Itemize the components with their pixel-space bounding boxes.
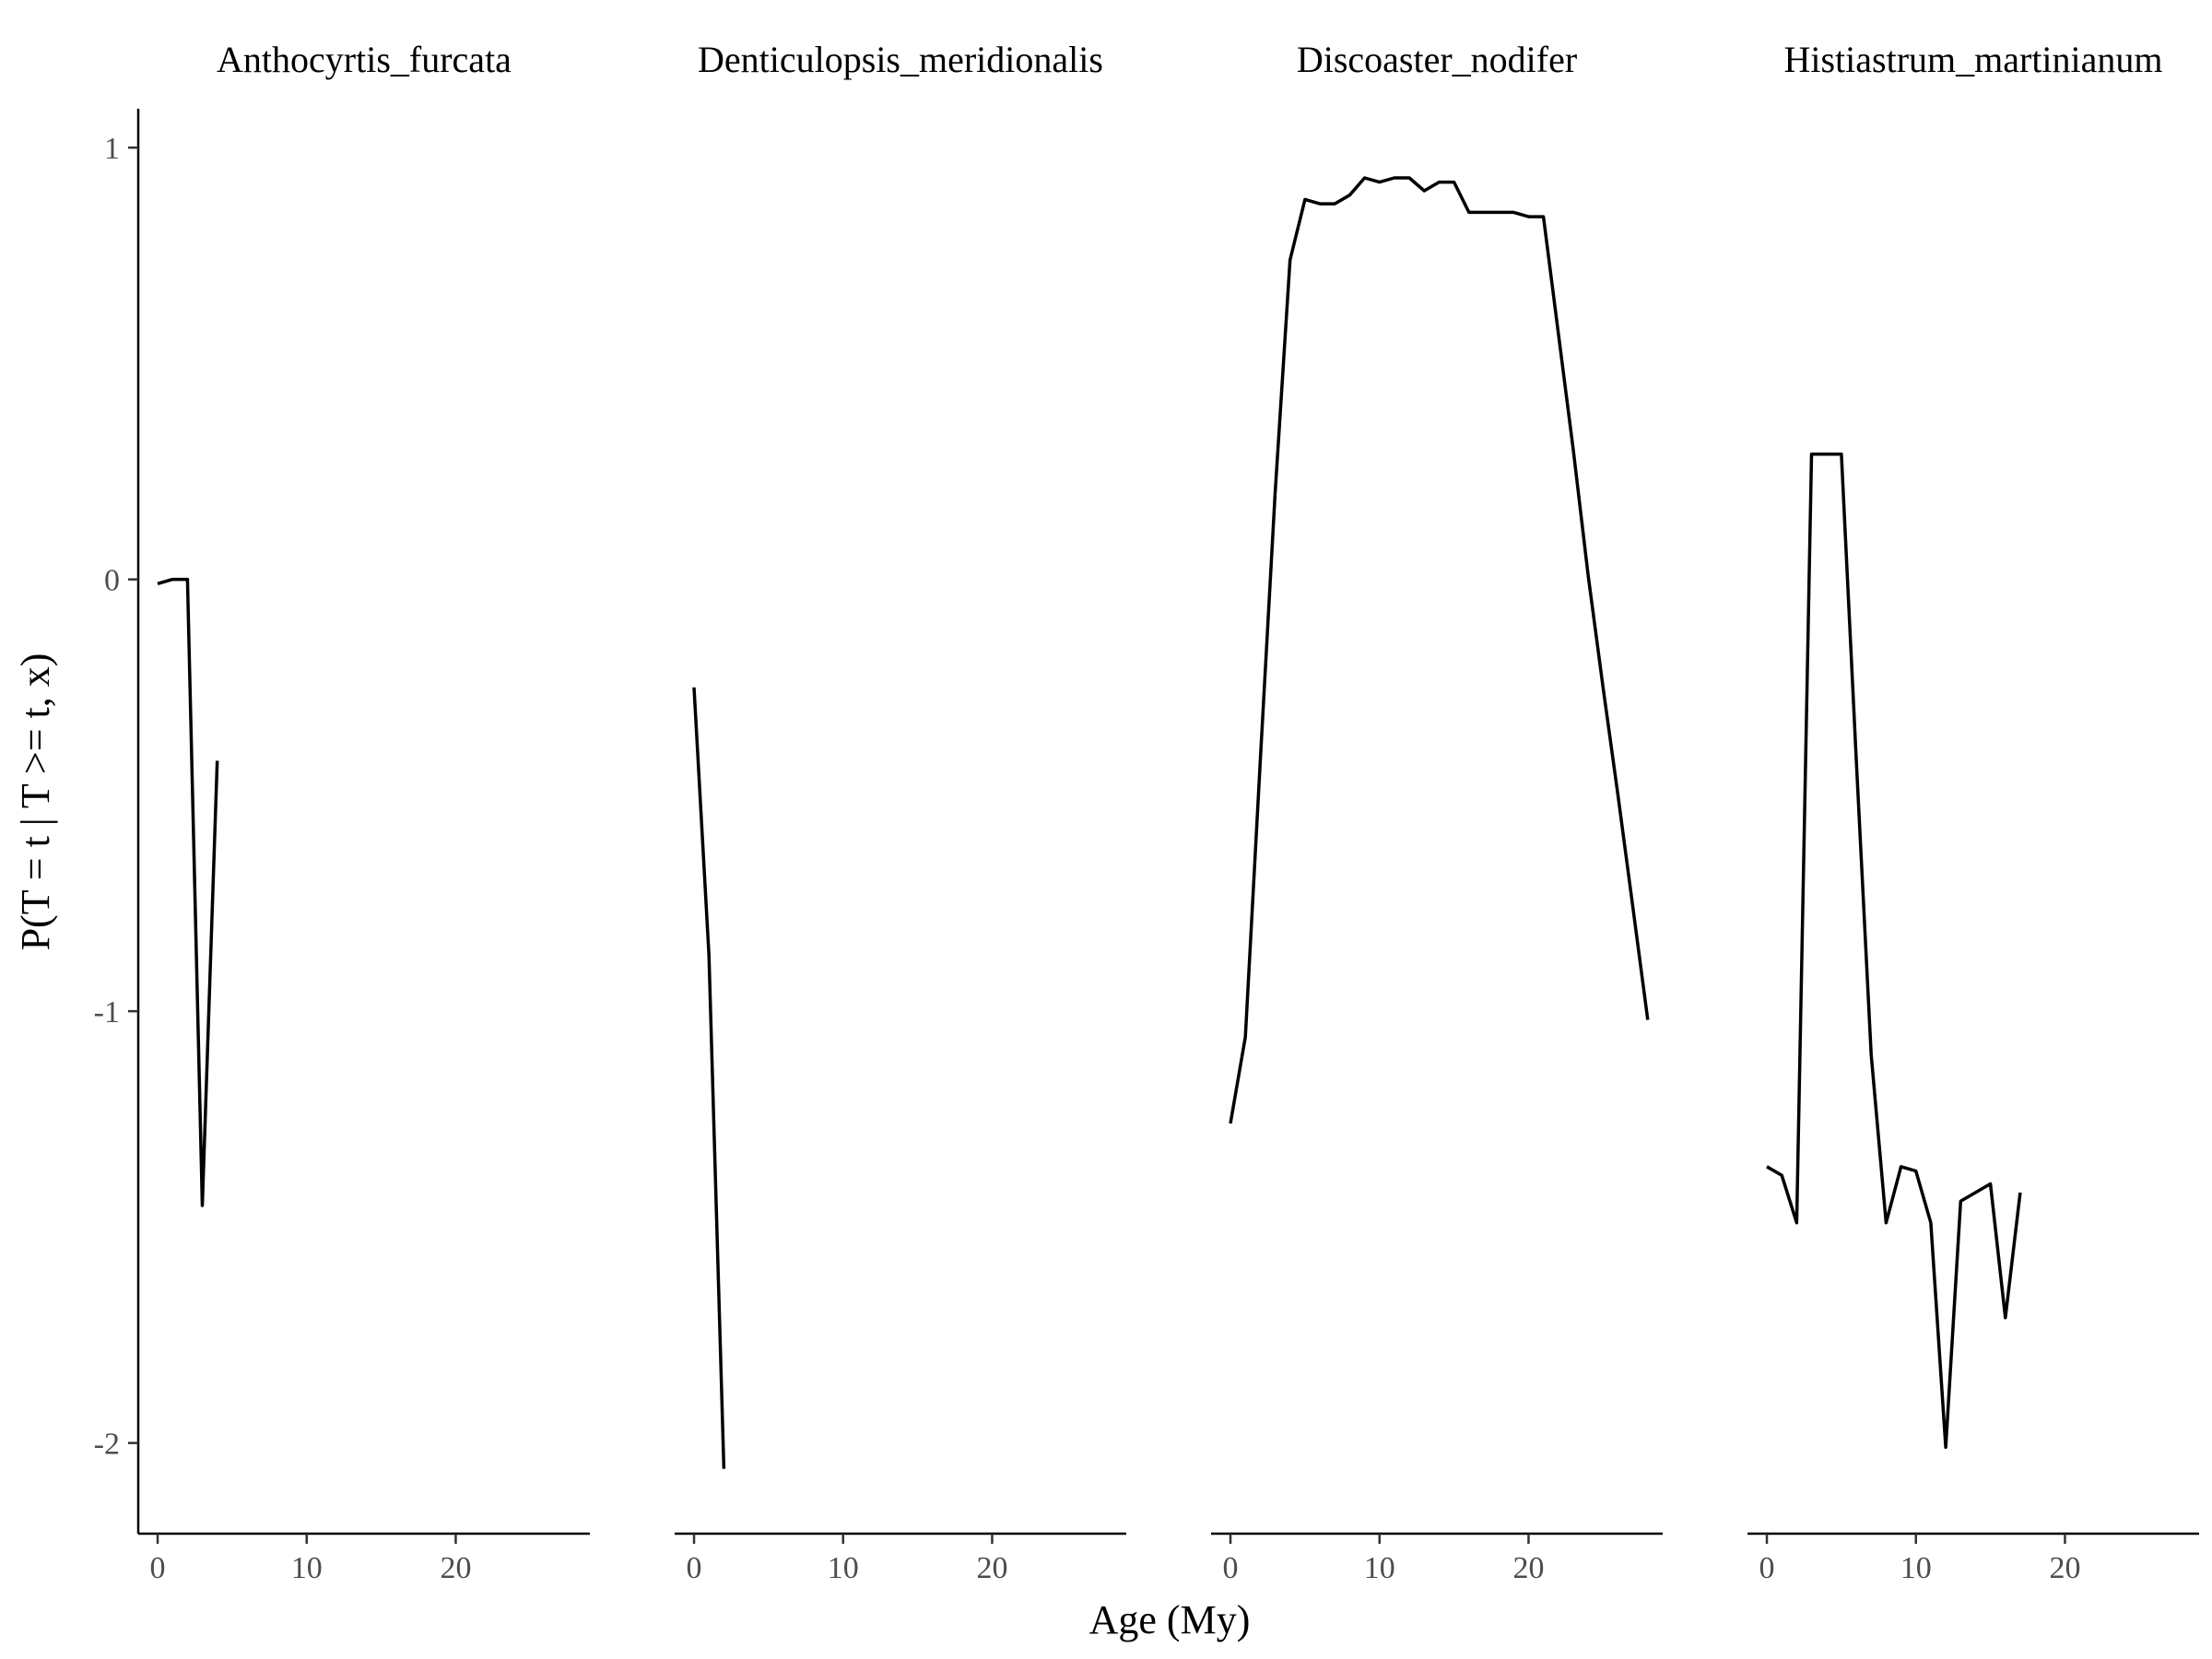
facet-panel: Histiastrum_martinianum 0 10 20 [1747,39,2199,1585]
x-tick-label: 10 [828,1551,859,1585]
y-axis: 1 0 -1 -2 [94,109,140,1534]
x-axis-title: Age (My) [1089,1597,1251,1642]
x-tick-label: 0 [687,1551,702,1585]
y-tick-label: 1 [104,132,120,166]
y-axis-title: P(T = t | T >= t, x) [13,653,58,951]
x-tick-label: 10 [291,1551,323,1585]
x-tick-label: 0 [1223,1551,1239,1585]
x-tick-label: 0 [1759,1551,1775,1585]
series-line [1766,453,2022,1450]
x-tick-label: 10 [1900,1551,1932,1585]
series-line [1229,176,1650,1124]
x-tick-label: 10 [1364,1551,1395,1585]
x-tick-label: 20 [976,1551,1007,1585]
series-line [692,687,726,1469]
facet-panel: Discoaster_nodifer 0 10 20 [1211,39,1663,1585]
y-tick-label: -2 [94,1428,120,1462]
facet-panel: Denticulopsis_meridionalis 0 10 20 [675,39,1126,1585]
facet-title: Histiastrum_martinianum [1783,39,2162,80]
y-tick-label: 0 [104,564,120,598]
facet-panel: Anthocyrtis_furcata 0 10 20 [138,39,590,1585]
facet-title: Denticulopsis_meridionalis [698,39,1103,80]
x-tick-label: 0 [150,1551,166,1585]
x-tick-label: 20 [440,1551,471,1585]
x-tick-label: 20 [1512,1551,1544,1585]
y-tick-label: -1 [94,995,120,1030]
x-tick-label: 20 [2049,1551,2080,1585]
facet-title: Anthocyrtis_furcata [217,39,512,80]
facet-title: Discoaster_nodifer [1297,39,1577,80]
series-line [157,577,219,1207]
